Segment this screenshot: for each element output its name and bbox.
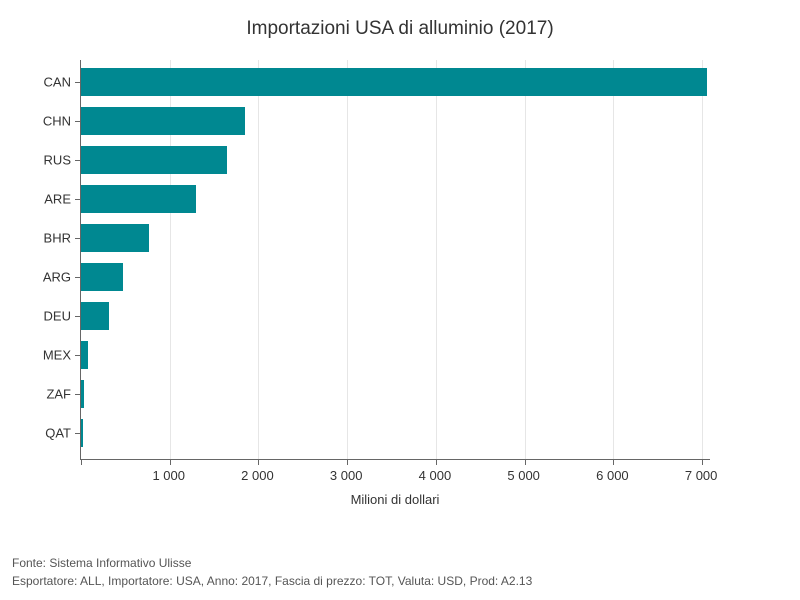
x-tick — [525, 459, 526, 465]
x-tick-label: 4 000 — [419, 468, 452, 483]
y-label-rus: RUS — [21, 153, 71, 168]
y-tick — [75, 433, 81, 434]
y-tick — [75, 82, 81, 83]
gridline — [613, 60, 614, 459]
gridline — [258, 60, 259, 459]
gridline — [525, 60, 526, 459]
x-tick — [347, 459, 348, 465]
y-label-are: ARE — [21, 192, 71, 207]
footer-params: Esportatore: ALL, Importatore: USA, Anno… — [12, 572, 532, 590]
bar-chn — [81, 107, 245, 135]
bar-zaf — [81, 380, 84, 408]
x-tick — [436, 459, 437, 465]
y-label-arg: ARG — [21, 270, 71, 285]
bar-arg — [81, 263, 123, 291]
y-tick — [75, 316, 81, 317]
y-tick — [75, 238, 81, 239]
y-tick — [75, 199, 81, 200]
y-label-can: CAN — [21, 75, 71, 90]
y-label-bhr: BHR — [21, 231, 71, 246]
x-tick — [613, 459, 614, 465]
x-tick-label: 2 000 — [241, 468, 274, 483]
x-tick-label: 5 000 — [507, 468, 540, 483]
y-label-zaf: ZAF — [21, 387, 71, 402]
plot-region: CANCHNRUSAREBHRARGDEUMEXZAFQAT — [80, 60, 710, 460]
y-label-qat: QAT — [21, 426, 71, 441]
y-tick — [75, 277, 81, 278]
bar-are — [81, 185, 196, 213]
chart-area: CANCHNRUSAREBHRARGDEUMEXZAFQAT Milioni d… — [80, 60, 780, 490]
bar-qat — [81, 419, 83, 447]
x-tick — [258, 459, 259, 465]
x-tick — [170, 459, 171, 465]
y-tick — [75, 160, 81, 161]
x-axis-title: Milioni di dollari — [80, 492, 710, 507]
chart-footer: Fonte: Sistema Informativo Ulisse Esport… — [12, 554, 532, 590]
gridline — [702, 60, 703, 459]
bar-rus — [81, 146, 227, 174]
y-label-deu: DEU — [21, 309, 71, 324]
gridline — [347, 60, 348, 459]
bar-can — [81, 68, 707, 96]
gridline — [436, 60, 437, 459]
x-tick-label: 6 000 — [596, 468, 629, 483]
y-label-chn: CHN — [21, 114, 71, 129]
y-label-mex: MEX — [21, 348, 71, 363]
x-tick-label: 7 000 — [685, 468, 718, 483]
y-tick — [75, 355, 81, 356]
bar-deu — [81, 302, 109, 330]
chart-title: Importazioni USA di alluminio (2017) — [0, 0, 800, 40]
footer-source: Fonte: Sistema Informativo Ulisse — [12, 554, 532, 572]
bar-bhr — [81, 224, 149, 252]
y-tick — [75, 121, 81, 122]
x-tick-label: 3 000 — [330, 468, 363, 483]
x-tick — [81, 459, 82, 465]
x-tick — [702, 459, 703, 465]
x-tick-label: 1 000 — [152, 468, 185, 483]
y-tick — [75, 394, 81, 395]
bar-mex — [81, 341, 88, 369]
